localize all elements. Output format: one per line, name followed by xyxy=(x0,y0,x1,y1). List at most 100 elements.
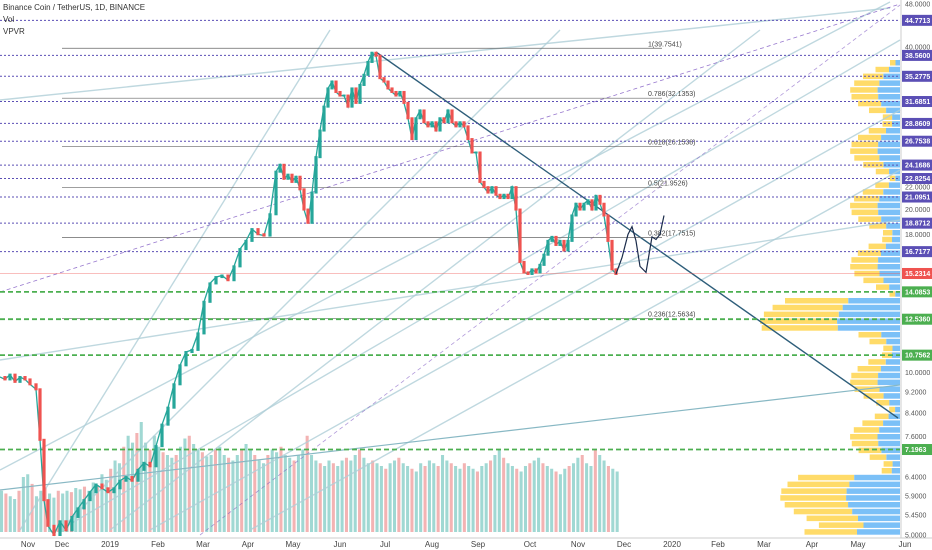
candle xyxy=(450,109,454,124)
vpvr-bar-down xyxy=(879,386,900,392)
volume-bar xyxy=(598,455,602,532)
volume-bar xyxy=(231,460,235,532)
candle xyxy=(510,186,514,200)
candle xyxy=(142,461,146,471)
vpvr-bar-down xyxy=(886,338,900,345)
price-level-badge xyxy=(902,246,932,258)
candle xyxy=(570,214,574,242)
candle xyxy=(184,351,188,367)
volume-bar xyxy=(445,460,449,532)
vpvr-bar-down xyxy=(848,298,900,304)
candle xyxy=(94,483,98,494)
volume-bar xyxy=(493,455,497,532)
vpvr-bar-up xyxy=(850,148,878,154)
vpvr-bar-up xyxy=(875,182,889,188)
vpvr-bar-down xyxy=(879,80,900,86)
price-level-badge-label: 22.8254 xyxy=(905,176,930,183)
candle xyxy=(390,87,394,93)
volume-bar xyxy=(144,442,148,533)
volume-bar xyxy=(301,449,305,532)
time-tick-label: 2019 xyxy=(101,540,119,549)
volume-bar xyxy=(244,444,248,532)
price-level-badge xyxy=(902,14,932,26)
candle xyxy=(238,248,242,268)
time-tick-label: Jun xyxy=(899,540,912,549)
candle xyxy=(76,507,80,518)
vpvr-bar-down xyxy=(881,250,900,256)
dashed-trend-line xyxy=(0,3,901,293)
vpvr-bar-up xyxy=(882,352,892,358)
volume-bar xyxy=(563,468,567,532)
volume-bar xyxy=(296,455,300,532)
candle xyxy=(466,125,470,141)
time-tick-label: Feb xyxy=(151,540,165,549)
price-tick-label: 9.2000 xyxy=(905,389,927,396)
vpvr-bar-up xyxy=(858,134,882,141)
levels-layer: 1(39.7541) 0.786(32.1353) 0.618(26.1538) 0.… xyxy=(0,14,932,456)
vpvr-bar-up xyxy=(876,284,890,290)
candle xyxy=(330,80,334,90)
volume-bar xyxy=(187,435,191,532)
candle xyxy=(52,524,56,536)
vpvr-bar-up xyxy=(853,427,880,433)
vpvr-bar-up xyxy=(804,529,857,535)
time-tick-label: Dec xyxy=(617,540,631,549)
vpvr-bar-up xyxy=(850,202,878,209)
vpvr-bar-up xyxy=(858,332,882,338)
volume-bar xyxy=(21,477,25,532)
time-tick-label: Oct xyxy=(524,540,537,549)
volume-bar xyxy=(126,435,130,532)
vpvr-bar-up xyxy=(858,100,882,107)
volume-bar xyxy=(510,466,514,532)
vpvr-bar-down xyxy=(883,393,900,399)
vpvr-bar-down xyxy=(889,168,900,175)
volume-bar xyxy=(0,490,4,532)
volume-bar xyxy=(213,449,217,532)
vpvr-bar-down xyxy=(877,202,900,209)
volume-bar xyxy=(113,460,117,532)
vpvr-bar-down xyxy=(878,372,900,379)
candle xyxy=(354,87,358,104)
candle xyxy=(8,373,12,381)
price-tick-label: 5.0000 xyxy=(905,533,927,540)
candle xyxy=(382,77,386,83)
volume-bar xyxy=(227,457,231,532)
vpvr-bar-down xyxy=(892,345,900,352)
candle xyxy=(542,253,546,266)
candle xyxy=(326,87,330,108)
vpvr-bar-down xyxy=(857,529,900,535)
price-tick-label: 18.0000 xyxy=(905,232,930,239)
volume-bar xyxy=(323,466,327,532)
candle xyxy=(350,87,354,108)
price-level-badge-label: 21.0951 xyxy=(905,195,930,202)
volume-bar xyxy=(283,455,287,532)
time-tick-label: Aug xyxy=(425,540,439,549)
candle xyxy=(462,121,466,128)
price-level-badge-label: 7.1963 xyxy=(905,447,927,454)
vpvr-bar-up xyxy=(854,80,880,86)
candle xyxy=(530,268,534,275)
fib-label: 0.382(17.7515) xyxy=(648,231,695,238)
volume-bar xyxy=(580,455,584,532)
projection-curve xyxy=(615,215,665,275)
vpvr-bar-down xyxy=(883,277,900,284)
price-level-badge xyxy=(902,313,932,325)
candle xyxy=(310,191,314,224)
volume-bar xyxy=(253,455,257,532)
vpvr-bar-up xyxy=(851,94,879,100)
candle xyxy=(538,263,542,274)
candle xyxy=(558,239,562,246)
fan-line xyxy=(59,29,561,531)
candle xyxy=(406,101,410,120)
candle xyxy=(160,423,164,448)
vpvr-bar-up xyxy=(851,257,879,263)
volume-bar xyxy=(502,457,506,532)
volume-bar xyxy=(436,466,440,532)
price-level-badge xyxy=(902,159,932,171)
vpvr-bar-up xyxy=(890,60,896,66)
vpvr-bar-up xyxy=(858,447,882,454)
time-tick-label: Mar xyxy=(757,540,771,549)
fan-line xyxy=(0,219,901,361)
